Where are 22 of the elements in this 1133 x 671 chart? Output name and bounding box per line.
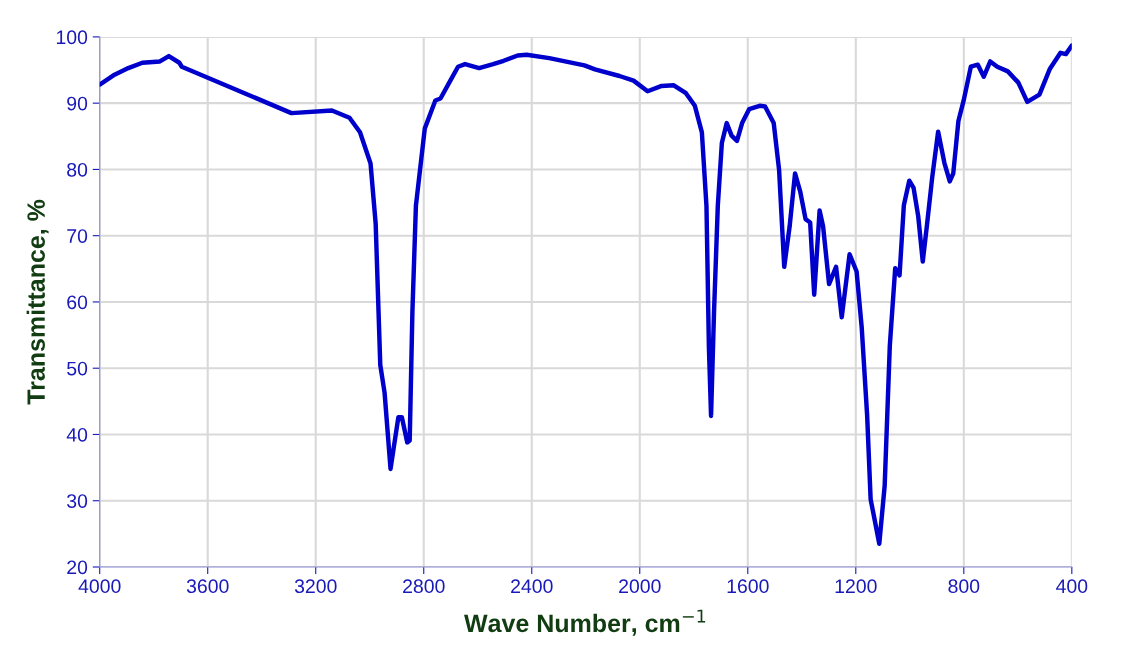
- y-tick-label: 40: [66, 427, 88, 442]
- y-tick-label: 50: [67, 361, 88, 376]
- y-tick-label: 100: [56, 30, 88, 45]
- y-tick-label: 20: [67, 560, 88, 575]
- y-tick-label: 80: [67, 162, 88, 177]
- y-tick-label: 30: [67, 494, 88, 508]
- x-tick-label: 4000: [78, 579, 121, 594]
- y-axis-title: Transmittance, %: [26, 199, 49, 405]
- x-tick-label: 800: [948, 579, 980, 594]
- y-tick-label: 70: [67, 229, 88, 243]
- x-tick-label: 2800: [403, 579, 445, 594]
- x-tick-label: 1600: [727, 579, 769, 594]
- x-tick-label: 2400: [511, 579, 553, 594]
- y-tick-label: 60: [67, 295, 88, 310]
- x-tick-label: 3600: [186, 579, 229, 594]
- x-axis-title: Wave Number, cm$^{−1}$: [464, 609, 706, 636]
- line-series: [99, 43, 1072, 547]
- x-tick-label: 400: [1056, 579, 1088, 594]
- x-tick-label: 3200: [294, 579, 337, 594]
- y-tick-label: 90: [67, 96, 88, 111]
- x-tick-label: 1200: [835, 579, 877, 594]
- x-tick-label: 2000: [619, 579, 661, 594]
